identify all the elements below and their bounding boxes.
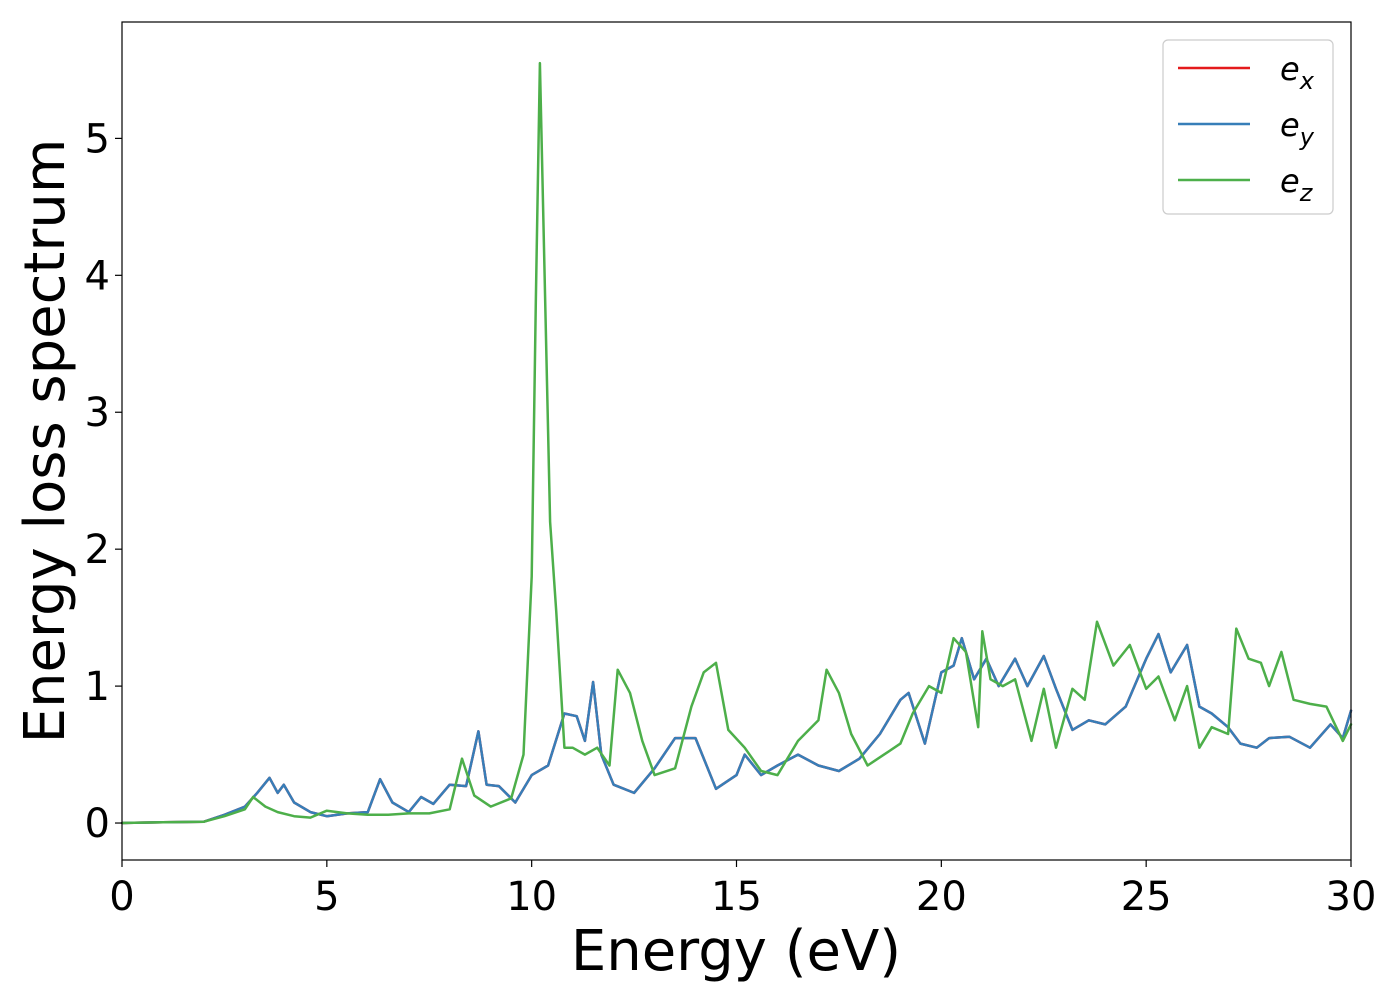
x-tick-label: 0 — [109, 874, 134, 920]
series-line-y — [120, 632, 1353, 825]
y-axis-label: Energy loss spectrum — [13, 139, 78, 744]
x-tick-label: 20 — [916, 874, 967, 920]
y-tick-label: 2 — [85, 527, 110, 573]
y-tick-label: 0 — [85, 801, 110, 847]
y-tick-label: 4 — [85, 253, 110, 299]
x-tick-label: 25 — [1121, 874, 1172, 920]
y-tick-label: 3 — [85, 390, 110, 436]
series-layer — [120, 61, 1353, 825]
x-tick-label: 15 — [711, 874, 762, 920]
x-axis-ticks: 0 5 10 15 20 25 30 — [109, 860, 1376, 920]
series-line-z — [120, 61, 1353, 825]
y-tick-label: 5 — [85, 116, 110, 162]
y-axis-ticks: 0 1 2 3 4 5 — [85, 116, 122, 847]
y-tick-label: 1 — [85, 664, 110, 710]
x-tick-label: 10 — [506, 874, 557, 920]
plot-background — [122, 22, 1351, 860]
x-tick-label: 5 — [314, 874, 339, 920]
x-tick-label: 30 — [1326, 874, 1377, 920]
x-axis-label: Energy (eV) — [571, 919, 901, 984]
legend-box — [1162, 39, 1334, 215]
